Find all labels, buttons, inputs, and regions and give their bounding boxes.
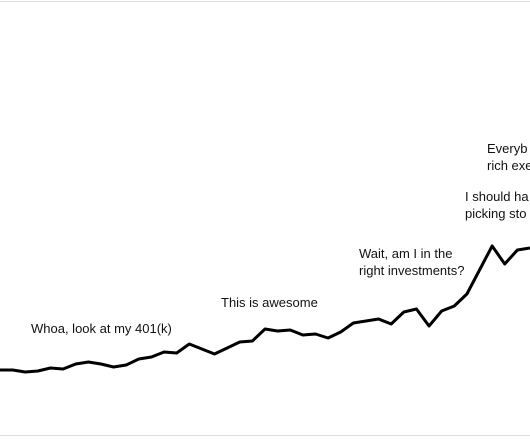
annotation: rich exe: [487, 158, 530, 173]
annotations: Whoa, look at my 401(k) This is awesome Wa…: [31, 141, 530, 336]
annotation: Whoa, look at my 401(k): [31, 321, 172, 336]
annotation: Everyb: [487, 141, 527, 156]
annotation: I should ha: [465, 189, 529, 204]
annotation: right investments?: [359, 263, 465, 278]
annotation: picking sto: [465, 206, 526, 221]
data-line: [0, 244, 530, 374]
annotation: This is awesome: [221, 295, 318, 310]
annotation: Wait, am I in the: [359, 246, 452, 261]
